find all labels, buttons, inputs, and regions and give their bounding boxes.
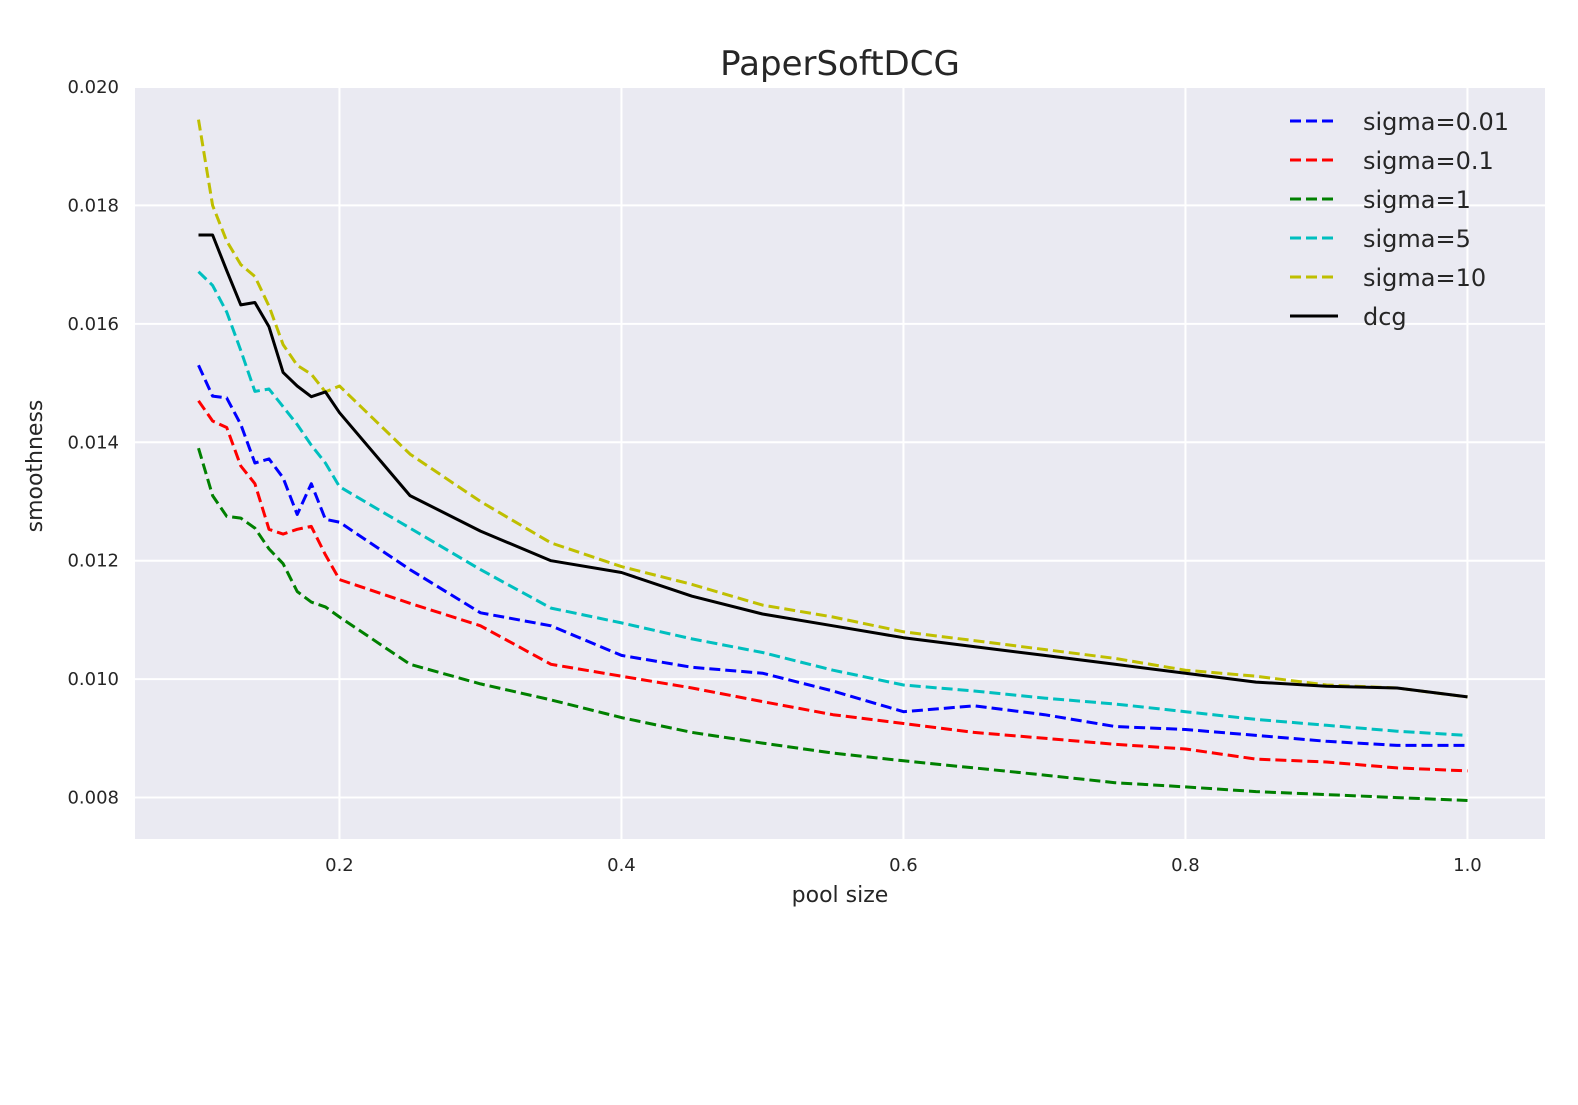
series-line-sigma-0-1 <box>197 399 1468 773</box>
x-tick-label: 0.4 <box>607 855 636 876</box>
chart-title: PaperSoftDCG <box>720 44 960 84</box>
y-tick-label: 0.014 <box>67 432 119 453</box>
x-tick-label: 0.8 <box>1171 855 1200 876</box>
x-axis-label: pool size <box>792 883 889 908</box>
x-tick-label: 0.2 <box>325 855 354 876</box>
series-line-sigma-0-01 <box>197 364 1468 747</box>
legend-label: dcg <box>1363 303 1407 331</box>
y-tick-label: 0.010 <box>67 669 119 690</box>
legend-label: sigma=1 <box>1363 186 1471 214</box>
tick-labels: 0.008 0.010 0.012 0.014 0.016 0.018 0.020 0.2 0.… <box>67 77 1481 876</box>
legend-label: sigma=0.01 <box>1363 108 1509 136</box>
series-line-sigma-10 <box>197 119 1468 699</box>
y-tick-label: 0.018 <box>67 195 119 216</box>
y-tick-label: 0.012 <box>67 551 119 572</box>
legend-label: sigma=0.1 <box>1363 147 1494 175</box>
y-tick-label: 0.016 <box>67 314 119 335</box>
x-tick-label: 1.0 <box>1453 855 1482 876</box>
grid-lines <box>135 86 1545 839</box>
legend: sigma=0.01 sigma=0.1 sigma=1 sigma=5 sigma=1… <box>1290 108 1509 331</box>
series-line-sigma-1 <box>197 447 1468 802</box>
y-tick-label: 0.020 <box>67 77 119 98</box>
plot-area <box>135 87 1545 839</box>
x-tick-label: 0.6 <box>889 855 918 876</box>
y-tick-label: 0.008 <box>67 788 119 809</box>
legend-label: sigma=10 <box>1363 264 1486 292</box>
legend-label: sigma=5 <box>1363 225 1471 253</box>
series-line-dcg <box>198 233 1468 699</box>
y-axis-label: smoothness <box>23 400 48 533</box>
series-line-sigma-5 <box>197 270 1468 737</box>
series-lines <box>197 119 1468 802</box>
